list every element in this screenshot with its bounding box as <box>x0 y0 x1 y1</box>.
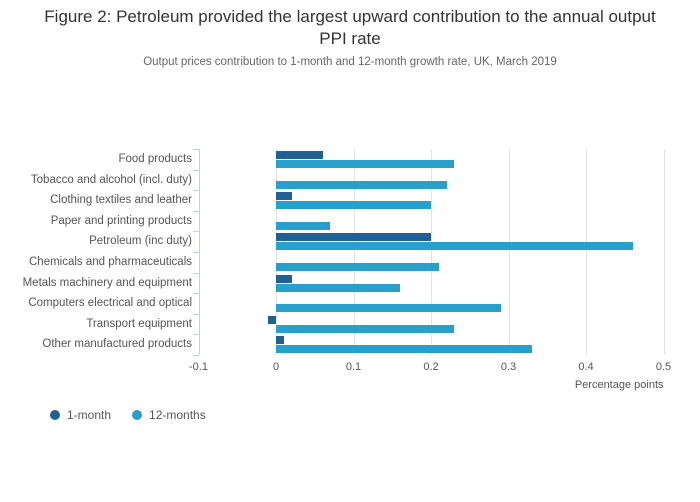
gridline <box>353 149 355 355</box>
y-axis-tick <box>192 272 199 274</box>
gridline <box>586 149 587 355</box>
y-axis-tick <box>192 334 199 336</box>
gridline <box>276 149 277 355</box>
y-axis-tick <box>192 149 199 150</box>
bar-1-month <box>276 233 431 242</box>
legend-item-12-months[interactable]: 12-months <box>132 408 206 422</box>
bar-12-months <box>276 160 455 168</box>
bar-12-months <box>276 242 633 251</box>
gridline <box>431 149 432 355</box>
y-axis-label: Computers electrical and optical <box>28 297 192 310</box>
legend-label: 12-months <box>149 408 206 422</box>
legend-swatch <box>50 410 60 420</box>
x-axis-tick-label: 0.4 <box>578 361 594 373</box>
y-axis-line <box>198 149 200 355</box>
bar-12-months <box>276 201 431 210</box>
bar-12-months <box>276 345 532 354</box>
x-axis-tick-label: 0.3 <box>500 361 517 373</box>
y-axis-label: Transport equipment <box>86 317 192 330</box>
plot-area <box>192 149 665 356</box>
bar-12-months <box>276 180 447 189</box>
gridline <box>508 149 510 355</box>
y-axis-label: Clothing textiles and leather <box>50 194 192 207</box>
y-axis-label: Paper and printing products <box>50 214 192 227</box>
legend-label: 1-month <box>67 408 112 422</box>
figure-subtitle: Output prices contribution to 1-month an… <box>143 56 557 68</box>
x-axis-tick-label: 0.2 <box>423 361 439 373</box>
bar-12-months <box>276 304 501 313</box>
y-axis-label: Metals machinery and equipment <box>22 276 192 289</box>
x-axis-tick-label: 0 <box>272 361 280 373</box>
y-axis-tick <box>192 313 199 315</box>
x-axis-tick-label: 0.1 <box>345 361 362 373</box>
x-axis-title: Percentage points <box>574 379 664 391</box>
y-axis-tick <box>192 231 199 233</box>
legend: 1-month 12-months <box>50 408 206 422</box>
figure-title: Figure 2: Petroleum provided the largest… <box>44 7 656 49</box>
bar-1-month <box>276 192 292 201</box>
bar-12-months <box>276 263 439 271</box>
y-axis-tick <box>192 355 199 356</box>
bar-12-months <box>276 221 331 230</box>
y-axis-tick <box>192 293 199 295</box>
bar-1-month <box>276 274 292 283</box>
y-axis-label: Petroleum (inc duty) <box>89 235 192 248</box>
gridline <box>663 149 665 355</box>
bar-1-month <box>268 315 276 324</box>
legend-swatch <box>132 410 143 420</box>
y-axis-tick <box>192 210 199 212</box>
y-axis-label: Tobacco and alcohol (incl. duty) <box>30 173 192 186</box>
bar-1-month <box>276 151 323 159</box>
legend-item-1-month[interactable]: 1-month <box>50 408 111 422</box>
y-axis-tick <box>192 169 199 171</box>
bar-1-month <box>276 336 284 345</box>
y-axis-tick <box>192 252 199 253</box>
y-axis-tick <box>192 190 199 192</box>
y-axis-label: Chemicals and pharmaceuticals <box>29 256 192 268</box>
bar-12-months <box>276 283 400 292</box>
bar-12-months <box>276 324 455 333</box>
x-axis-tick-label: 0.5 <box>655 361 672 373</box>
x-axis-tick-label: -0.1 <box>189 361 208 373</box>
y-axis-label: Other manufactured products <box>42 338 192 351</box>
y-axis-label: Food products <box>118 153 192 165</box>
